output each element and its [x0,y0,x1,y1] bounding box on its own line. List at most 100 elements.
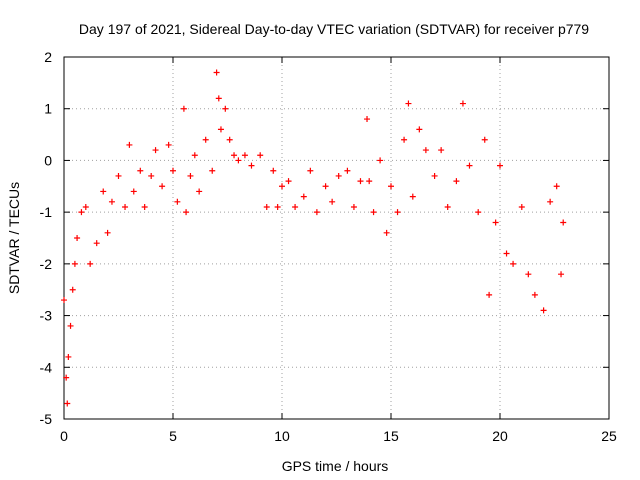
data-point [401,136,408,143]
data-point [350,203,357,210]
data-point [486,291,493,298]
data-point [122,203,129,210]
data-point [329,198,336,205]
data-point [438,147,445,154]
data-point [322,183,329,190]
data-point [285,178,292,185]
data-point [558,271,565,278]
data-point [388,183,394,190]
data-point [191,152,198,159]
data-point [180,105,187,112]
data-point [93,240,100,247]
data-point [78,209,85,216]
data-point [383,229,390,236]
data-point [263,203,270,210]
data-point [64,400,71,407]
data-point [540,307,547,314]
y-tick-label: 1 [44,101,52,117]
data-point [292,203,299,210]
data-point [409,193,416,200]
data-point [215,95,222,102]
y-tick-label: -1 [40,204,53,220]
x-tick-label: 10 [274,428,290,444]
y-tick-label: -3 [40,308,53,324]
data-point [560,219,567,226]
data-point [364,116,371,123]
data-point [165,141,172,148]
data-point [518,203,525,210]
data-point [466,162,473,169]
data-point [141,203,148,210]
x-tick-label: 15 [383,428,399,444]
y-tick-label: -5 [40,411,53,427]
data-point [61,297,67,304]
data-point [71,260,78,267]
x-tick-label: 25 [601,428,617,444]
data-point [475,209,482,216]
data-point [335,172,342,179]
data-point [217,126,224,133]
data-point [370,209,377,216]
data-point [209,167,216,174]
data-point [492,219,499,226]
chart-title: Day 197 of 2021, Sidereal Day-to-day VTE… [79,21,589,37]
plot-frame [63,56,610,420]
data-point [377,157,384,164]
data-point [67,322,74,329]
data-point [444,203,451,210]
x-tick-label: 5 [169,428,177,444]
data-point [257,152,264,159]
x-tick-label: 0 [60,428,68,444]
data-point [69,286,76,293]
y-tick-label: -4 [40,359,53,375]
data-point [100,188,107,195]
data-point [547,198,554,205]
data-point [104,229,111,236]
data-point [459,100,466,107]
data-point [174,198,181,205]
data-point [152,147,159,154]
y-axis-label: SDTVAR / TECUs [6,182,22,294]
data-point [531,291,538,298]
data-point [108,198,115,205]
data-point [213,69,220,76]
data-point [137,167,144,174]
data-point [65,353,72,360]
data-point [453,178,460,185]
data-series [61,69,567,407]
data-point [196,188,203,195]
x-tick-label: 20 [492,428,508,444]
data-point [394,209,401,216]
data-point [115,172,122,179]
data-point [130,188,137,195]
data-point [170,167,176,174]
data-point [416,126,423,133]
data-point [148,172,155,179]
grid-lines [64,57,609,419]
data-point [222,105,229,112]
data-point [344,167,351,174]
data-point [300,193,307,200]
data-point [357,178,364,185]
data-point [248,162,255,169]
data-point [307,167,314,174]
x-axis-ticks: 0 5 10 15 20 25 [60,57,617,444]
data-point [231,152,238,159]
data-point [525,271,532,278]
data-point [82,203,89,210]
data-point [510,260,517,267]
y-tick-label: 0 [44,152,52,168]
data-point [126,141,133,148]
data-point [235,157,242,164]
data-point [63,374,70,381]
data-point [366,178,373,185]
data-point [87,260,94,267]
data-point [74,235,81,241]
data-point [481,136,488,143]
data-point [313,209,320,216]
data-point [187,172,194,179]
data-point [431,172,438,179]
data-point [270,167,277,174]
x-axis-label: GPS time / hours [282,458,389,474]
